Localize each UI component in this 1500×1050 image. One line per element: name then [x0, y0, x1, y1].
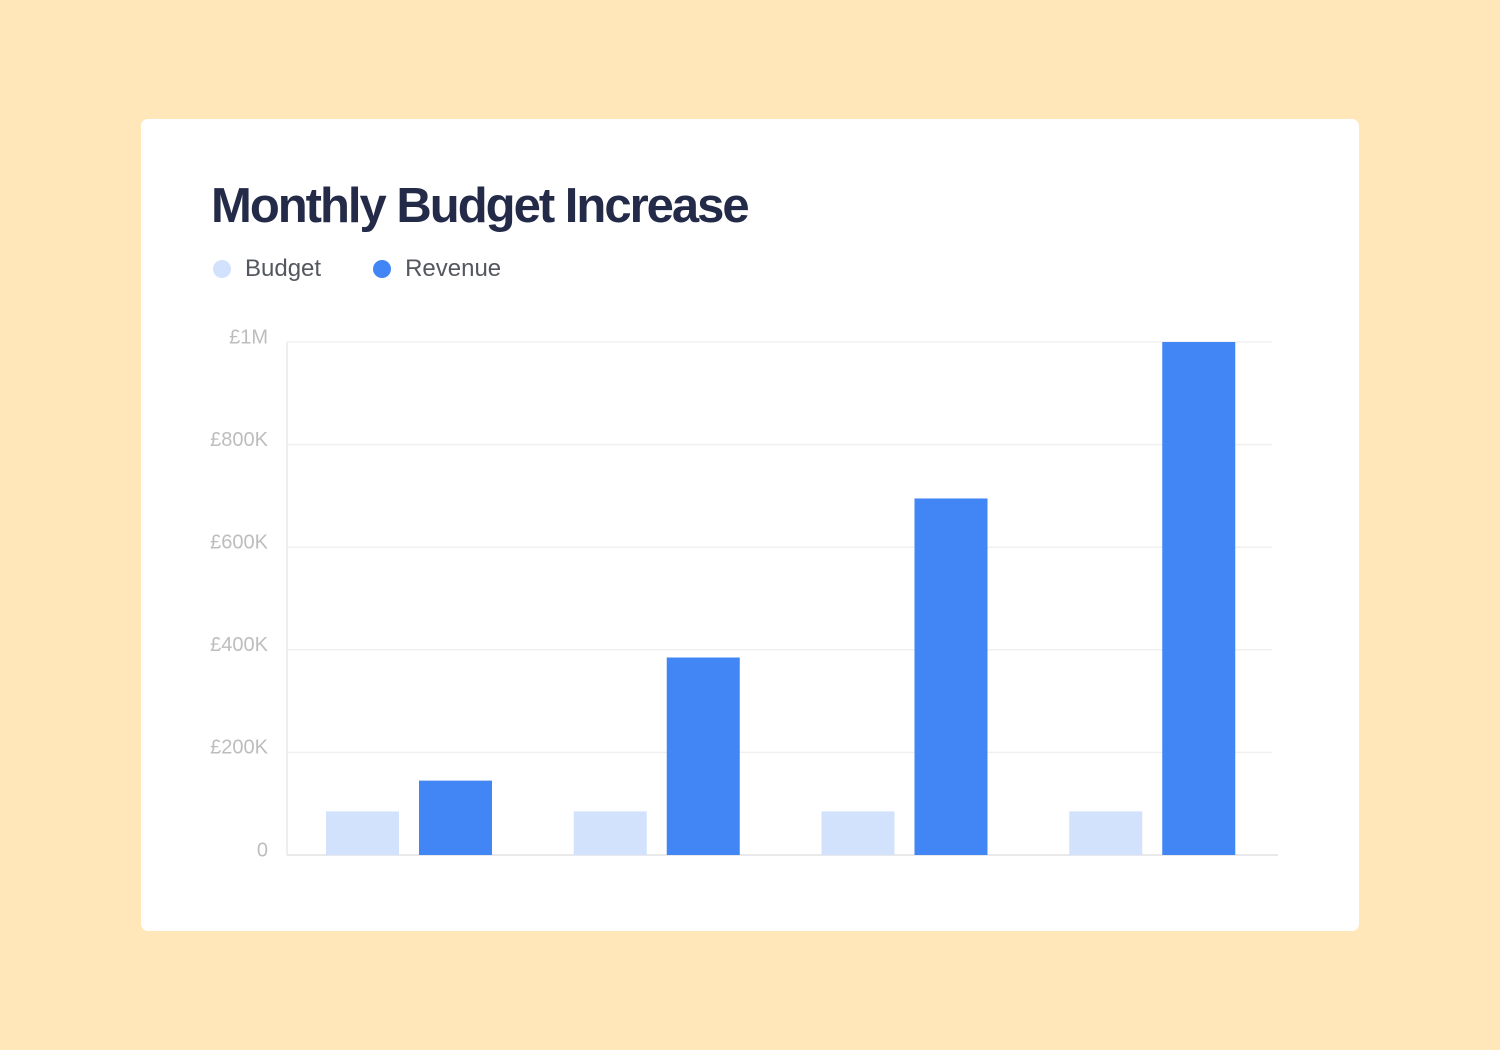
bar-revenue — [914, 498, 988, 855]
bar-budget — [821, 811, 895, 855]
y-tick-label: £200K — [210, 737, 268, 759]
chart-card: Monthly Budget Increase Budget Revenue 0… — [141, 119, 1359, 931]
y-tick-label: £400K — [210, 634, 268, 656]
legend-swatch-revenue — [373, 260, 392, 278]
y-tick-label: £1M — [229, 326, 268, 348]
chart-title: Monthly Budget Increase — [211, 179, 750, 233]
chart-legend: Budget Revenue — [213, 254, 501, 284]
legend-label-budget: Budget — [245, 255, 322, 282]
bar-revenue — [1162, 342, 1236, 855]
bar-chart: 0 £200K £400K £600K £800K £1M — [210, 326, 1278, 861]
legend-label-revenue: Revenue — [405, 255, 502, 282]
bar-budget — [326, 811, 399, 855]
bar-revenue — [666, 657, 740, 855]
bar-revenue — [419, 780, 492, 855]
y-tick-label: 0 — [257, 839, 268, 861]
legend-swatch-budget — [213, 260, 231, 278]
bar-budget — [573, 811, 647, 855]
y-tick-label: £600K — [210, 531, 268, 553]
bar-budget — [1069, 811, 1143, 855]
legend-item-budget: Budget — [213, 255, 321, 283]
legend-item-revenue: Revenue — [373, 255, 501, 283]
y-tick-label: £800K — [210, 429, 268, 451]
